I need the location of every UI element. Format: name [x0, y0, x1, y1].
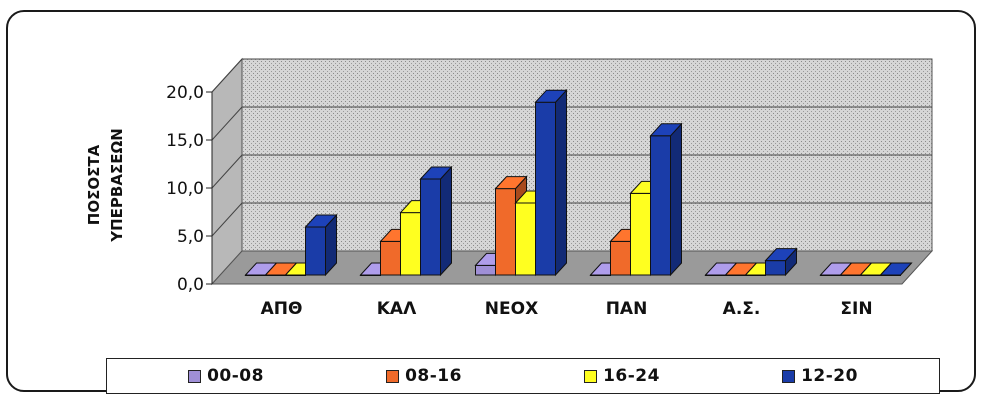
y-tick-label: 10,0: [166, 179, 204, 199]
legend-label: 16-24: [603, 366, 660, 386]
legend-swatch: [386, 369, 400, 383]
legend-swatch: [782, 369, 796, 383]
bar-12-20-Α.Σ.: [764, 247, 798, 277]
y-axis-ticks: 0,0 5,0 10,0 15,0 20,0: [166, 83, 204, 295]
y-tick-label: 15,0: [166, 131, 204, 151]
legend-item: 16-24: [584, 366, 660, 386]
x-category-label: ΝΕΟΧ: [485, 299, 538, 319]
gridlines: [206, 58, 932, 285]
legend-label: 08-16: [405, 366, 462, 386]
y-axis-label-line2: ΥΠΕΡΒΑΣΕΩΝ: [108, 128, 126, 243]
x-category-label: ΣΙΝ: [840, 299, 872, 319]
legend-label: 00-08: [207, 366, 264, 386]
bars: [244, 88, 913, 277]
x-category-label: ΚΑΛ: [377, 299, 417, 319]
bar-12-20-ΚΑΛ: [419, 165, 453, 277]
legend-item: 08-16: [386, 366, 462, 386]
legend-label: 12-20: [801, 366, 858, 386]
gridline-side: [211, 58, 243, 93]
legend-swatch: [188, 369, 202, 383]
x-axis-categories: ΑΠΘ ΚΑΛ ΝΕΟΧ ΠΑΝ Α.Σ. ΣΙΝ: [261, 299, 873, 319]
legend-swatch: [584, 369, 598, 383]
y-axis-label-line1: ΠΟΣΟΣΤΑ: [85, 144, 103, 225]
y-tick-label: 5,0: [177, 227, 204, 247]
bar-12-20-ΑΠΘ: [304, 213, 338, 277]
x-category-label: Α.Σ.: [723, 299, 761, 319]
bar-12-20-ΝΕΟΧ: [534, 88, 568, 277]
gridline-side: [211, 106, 243, 141]
gridline-side: [211, 202, 243, 237]
legend: 00-08 08-16 16-24 12-20: [106, 358, 940, 394]
legend-item: 12-20: [782, 366, 858, 386]
bar-12-20-ΠΑΝ: [649, 122, 683, 277]
gridline-side: [211, 154, 243, 189]
y-tick-label: 0,0: [177, 275, 204, 295]
x-category-label: ΠΑΝ: [606, 299, 648, 319]
bar-12-20-ΣΙΝ: [879, 262, 913, 276]
legend-item: 00-08: [188, 366, 264, 386]
x-category-label: ΑΠΘ: [261, 299, 303, 319]
y-tick-label: 20,0: [166, 83, 204, 103]
